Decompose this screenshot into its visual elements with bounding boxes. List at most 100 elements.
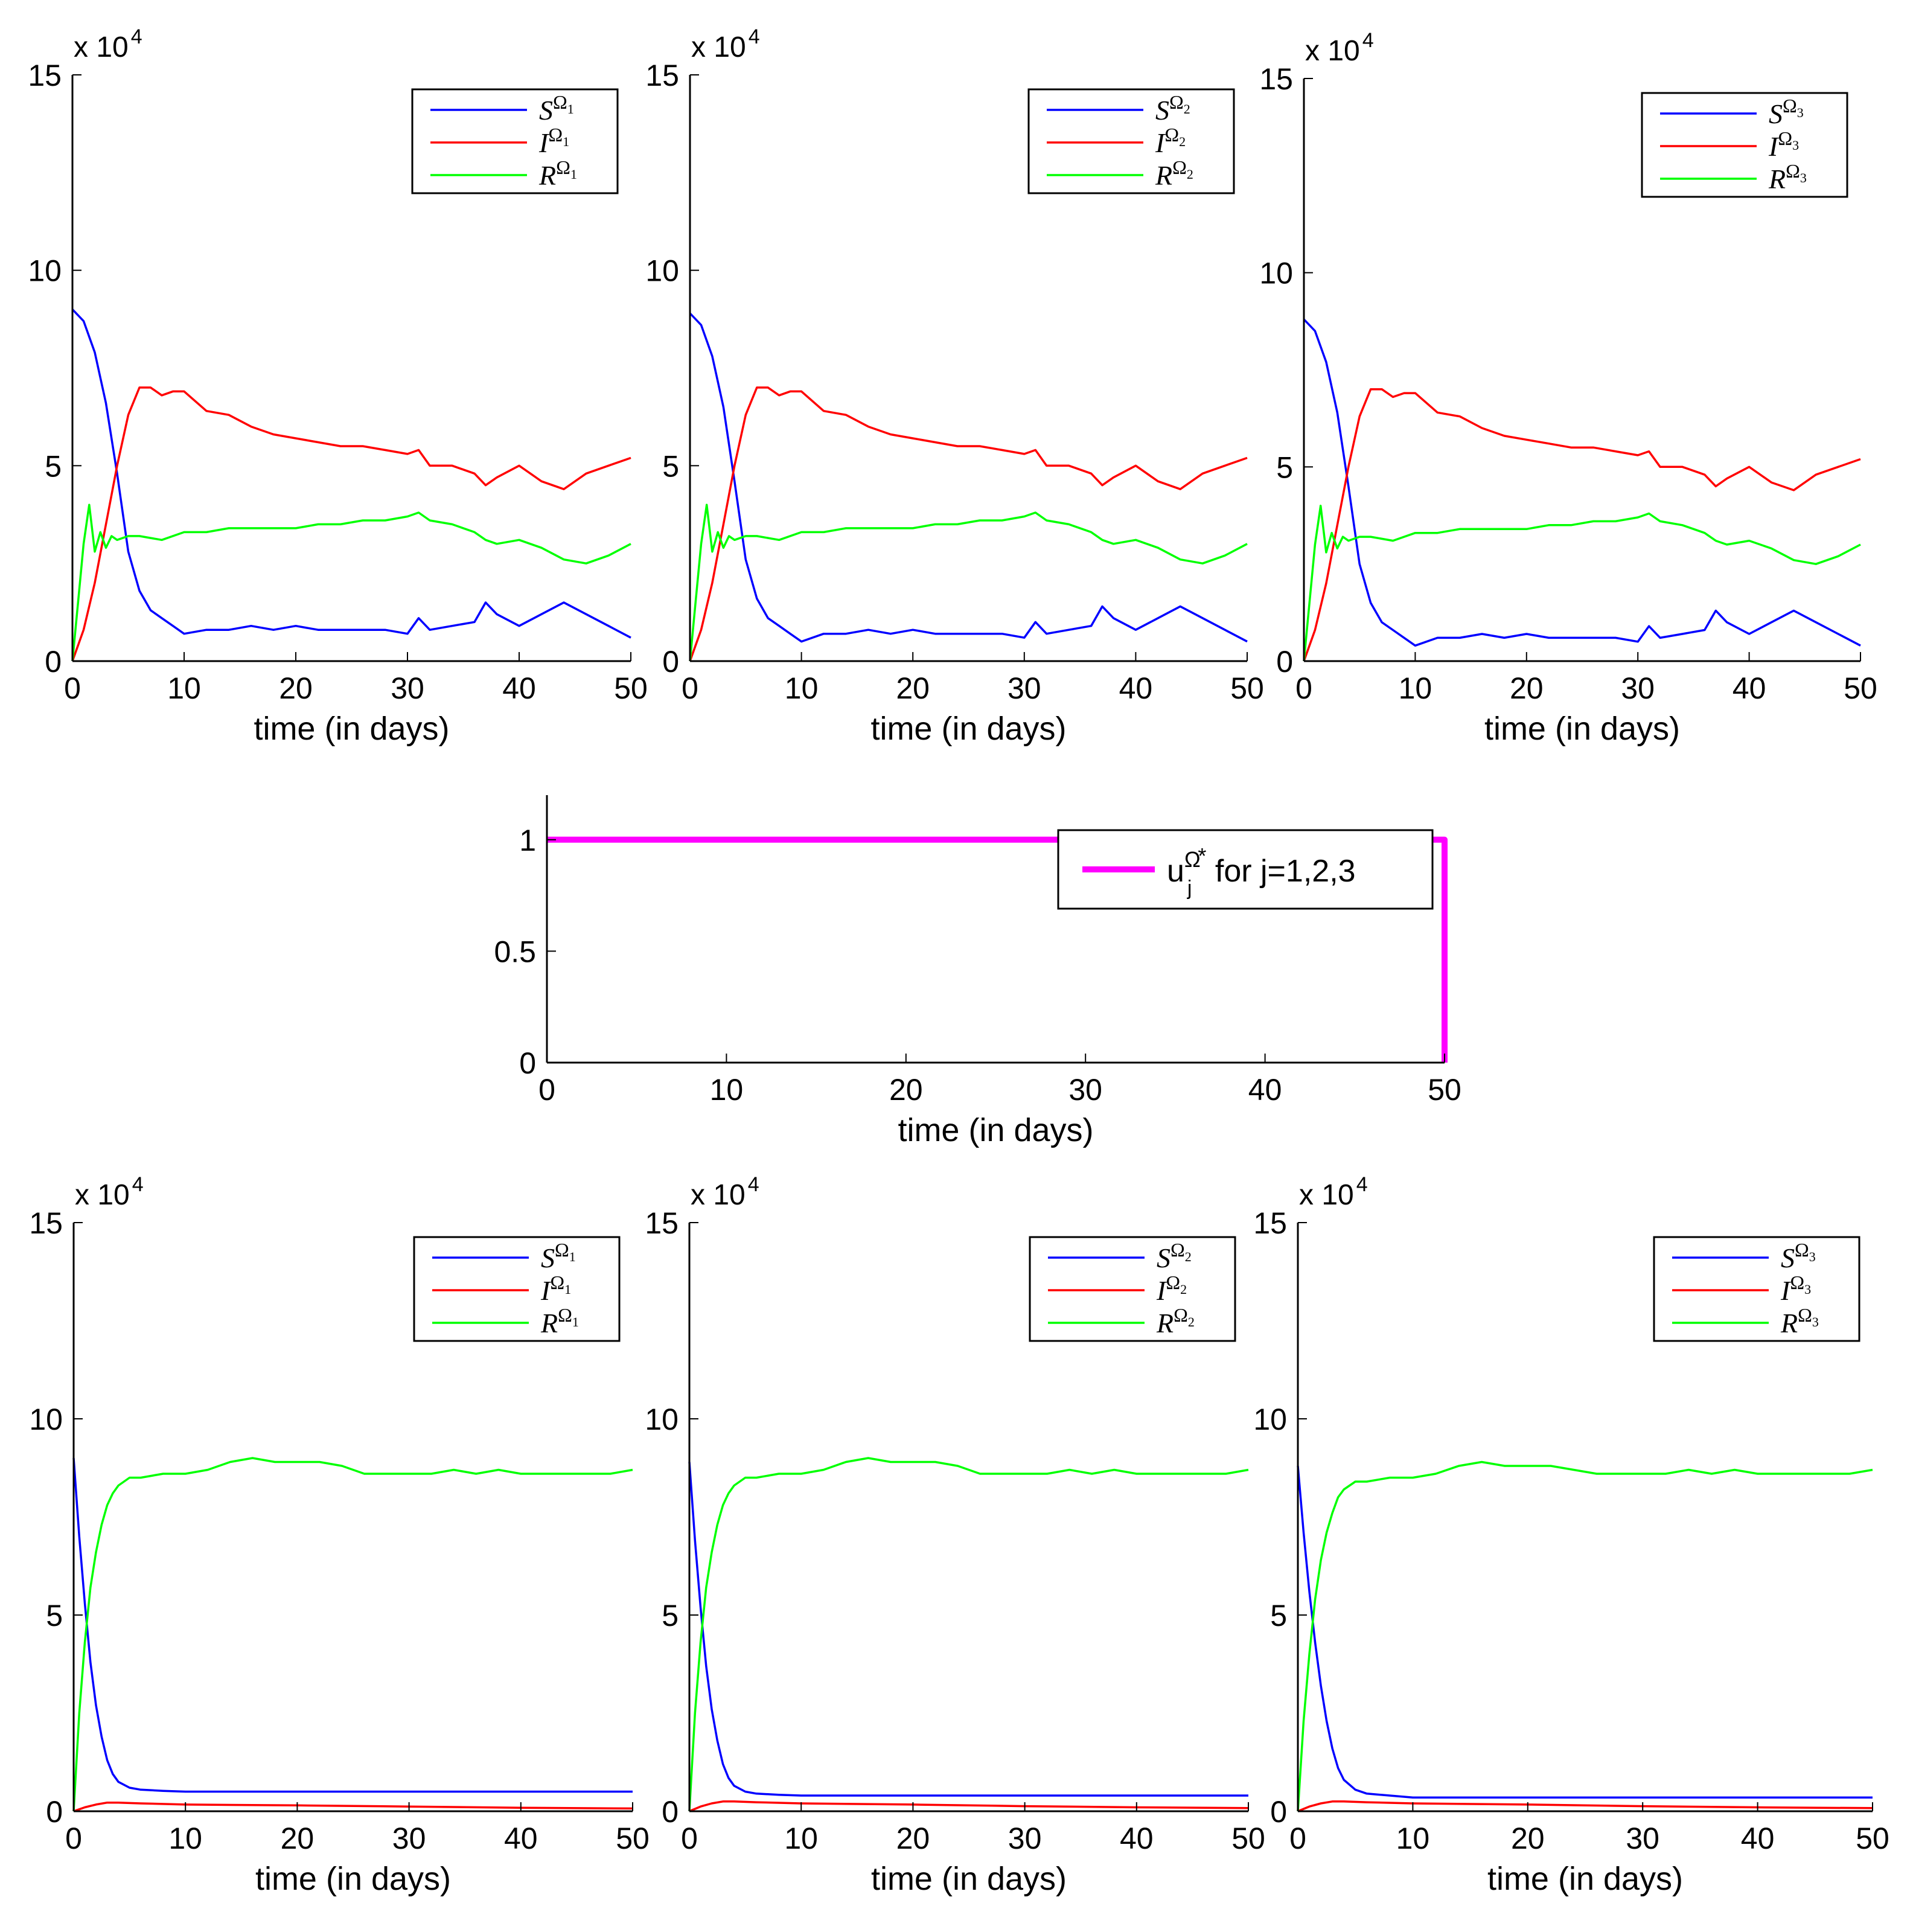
x-tick-label: 0 [1295,671,1312,705]
y-multiplier-label: x 10 4 [691,25,760,63]
x-tick-label: 10 [168,1822,202,1855]
y-tick-label: 15 [1253,1206,1287,1240]
x-tick-label: 0 [64,671,81,705]
x-tick-label: 10 [710,1073,744,1107]
x-tick-label: 20 [1510,671,1544,705]
y-tick-label: 10 [1253,1403,1287,1436]
y-multiplier-label: x 10 4 [75,1173,144,1211]
x-tick-label: 50 [614,671,648,705]
legend-box [413,1236,621,1342]
series-line-R-bottom-omega1 [72,1457,633,1812]
series-line-S-top-omega1 [71,309,631,639]
chart-bottom-omega3: 0 10 20 30 40 50 0 5 10 15 time (in days) x 10 4 SΩ3I… [1253,1173,1889,1897]
x-tick-label: 40 [1120,1822,1154,1855]
x-tick-label: 50 [616,1822,650,1855]
x-tick-label: 30 [1621,671,1655,705]
series-line-S-top-omega2 [689,312,1248,643]
x-tick-label: 30 [1008,1822,1042,1855]
y-tick-label: 0.5 [494,935,536,968]
series-line-S-bottom-omega3 [1297,1465,1873,1799]
series-line-R-top-omega3 [1303,504,1861,662]
y-tick-label: 0 [45,645,62,679]
x-tick-label: 40 [1119,671,1153,705]
x-tick-label: 40 [1248,1073,1282,1107]
y-tick-label: 10 [645,254,679,288]
x-axis-label: time (in days) [1487,1861,1683,1897]
x-tick-label: 20 [896,1822,930,1855]
x-axis-label: time (in days) [255,1861,451,1897]
x-tick-label: 0 [65,1822,82,1855]
y-multiplier-label: x 10 4 [1305,29,1374,67]
y-tick-label: 0 [519,1046,536,1080]
x-tick-label: 50 [1230,671,1264,705]
y-tick-label: 0 [662,645,679,679]
chart-bottom-omega1: 0 10 20 30 40 50 0 5 10 15 time (in days) x 10 4 SΩ1I… [29,1173,649,1897]
x-axis-label: time (in days) [870,711,1066,747]
x-tick-label: 10 [784,1822,818,1855]
series-line-R-top-omega2 [689,504,1248,662]
series-line-S-bottom-omega1 [72,1457,633,1793]
x-tick-label: 30 [1068,1073,1102,1107]
x-tick-label: 0 [1289,1822,1306,1855]
legend-box [1027,88,1235,194]
y-tick-label: 15 [28,59,62,92]
x-tick-label: 50 [1428,1073,1461,1107]
series-line-I-top-omega2 [689,386,1248,662]
y-tick-label: 10 [1259,257,1293,290]
x-tick-label: 40 [504,1822,538,1855]
x-tick-label: 10 [167,671,201,705]
y-tick-label: 10 [28,254,62,288]
y-tick-label: 5 [1276,450,1293,484]
x-axis-label: time (in days) [898,1112,1093,1148]
x-tick-label: 20 [281,1822,315,1855]
x-tick-label: 30 [392,1822,426,1855]
y-tick-label: 15 [645,59,679,92]
y-multiplier-label: x 10 4 [74,25,142,63]
y-tick-label: 5 [1270,1599,1287,1633]
series-line-R-top-omega1 [71,504,631,662]
legend-box [411,88,619,194]
x-tick-label: 40 [1741,1822,1775,1855]
x-axis-label: time (in days) [254,711,449,747]
chart-top-omega1: 0 10 20 30 40 50 0 5 10 15 time (in days) x 10 4 SΩ1I… [28,25,647,747]
series-line-I-bottom-omega1 [73,1801,633,1812]
x-tick-label: 10 [785,671,819,705]
legend-box [1029,1236,1236,1342]
legend: uΩ j* for j=1,2,3 [1057,829,1434,910]
x-tick-label: 50 [1231,1822,1265,1855]
x-tick-label: 30 [1626,1822,1659,1855]
x-tick-label: 10 [1396,1822,1430,1855]
x-axis-label: time (in days) [1484,711,1680,747]
x-tick-label: 20 [1511,1822,1545,1855]
y-tick-label: 15 [1259,62,1293,96]
chart-bottom-omega2: 0 10 20 30 40 50 0 5 10 15 time (in days) x 10 4 SΩ2I… [645,1173,1265,1897]
x-tick-label: 10 [1399,671,1432,705]
legend-box [1641,92,1848,198]
x-tick-label: 20 [896,671,930,705]
y-tick-label: 5 [662,449,679,483]
y-multiplier-label: x 10 4 [1299,1173,1368,1211]
chart-top-omega3: 0 10 20 30 40 50 0 5 10 15 time (in days) x 10 4 SΩ3I… [1259,29,1877,747]
x-axis-label: time (in days) [871,1861,1067,1897]
y-tick-label: 15 [29,1206,63,1240]
series-line-control-middle-control [547,836,1448,1063]
y-tick-label: 0 [46,1795,63,1829]
series-line-I-top-omega1 [71,386,631,662]
y-tick-label: 0 [662,1795,679,1829]
y-tick-label: 5 [662,1599,679,1633]
x-tick-label: 50 [1844,671,1877,705]
x-tick-label: 20 [889,1073,923,1107]
series-line-I-bottom-omega3 [1297,1800,1873,1812]
y-multiplier-label: x 10 4 [691,1173,759,1211]
y-tick-label: 0 [1270,1795,1287,1829]
y-tick-label: 5 [46,1599,63,1633]
x-tick-label: 30 [391,671,424,705]
series-line-I-top-omega3 [1303,388,1861,662]
chart-top-omega2: 0 10 20 30 40 50 0 5 10 15 time (in days) x 10 4 SΩ2I… [645,25,1263,747]
